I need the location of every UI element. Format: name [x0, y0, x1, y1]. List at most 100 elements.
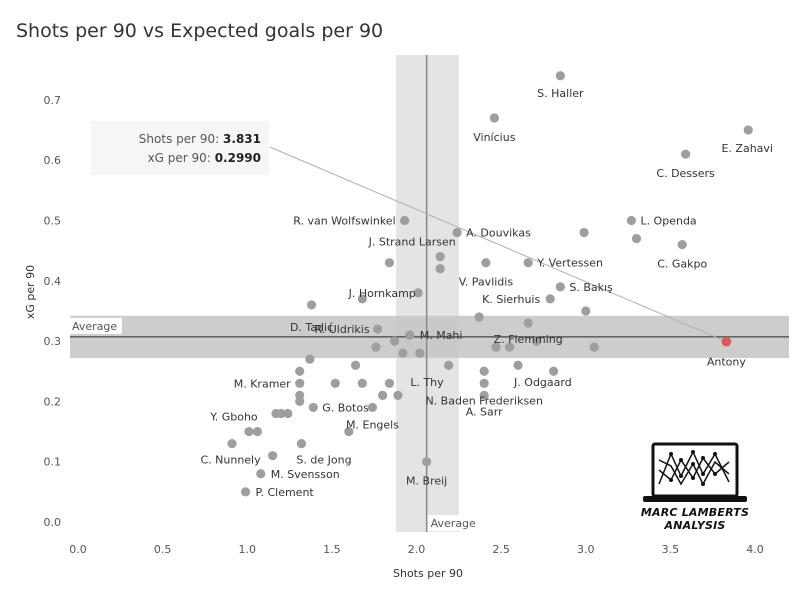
point-label: S. Bakış: [569, 281, 613, 294]
data-point: [523, 318, 533, 328]
data-point: [474, 312, 484, 322]
data-point: [631, 233, 642, 244]
tooltip: Shots per 90: 3.831 xG per 90: 0.2990: [91, 121, 269, 175]
point-label: M. Mahi: [420, 329, 463, 342]
data-point: [389, 336, 400, 346]
tooltip-shots-label: Shots per 90:: [138, 132, 220, 146]
data-point: [491, 342, 501, 352]
point-label: Z. Flemming: [494, 333, 563, 346]
x-average-label: Average: [431, 517, 476, 530]
data-point: [393, 390, 403, 400]
highlight-connector-line: [269, 146, 727, 343]
data-point: [256, 469, 266, 479]
y-axis-ticks: 0.0 0.1 0.2 0.3 0.4 0.5 0.6 0.7: [44, 94, 62, 529]
x-average-label-bg: [427, 515, 480, 531]
point-label: Y. Gboho: [209, 411, 258, 424]
y-average-label: Average: [72, 320, 117, 333]
data-point: [452, 227, 462, 238]
data-point: [405, 330, 415, 340]
data-point: [357, 294, 367, 304]
y-tick-label: 0.3: [44, 335, 62, 348]
data-point: [413, 288, 423, 298]
point-label: R. Uldrikis: [314, 323, 369, 336]
x-tick-label: 0.5: [154, 543, 172, 556]
data-points: [227, 71, 753, 497]
data-point: [306, 300, 317, 310]
data-point: [523, 258, 533, 268]
data-point: [435, 264, 445, 274]
data-point: [743, 125, 753, 135]
data-point: [240, 487, 251, 497]
data-point: [398, 348, 408, 358]
point-label: D. Tadić: [290, 321, 333, 334]
average-lines: Average Average: [70, 55, 789, 532]
data-point: [378, 390, 388, 400]
highlight-point: [721, 336, 732, 347]
point-labels: S. Haller Vinícius E. Zahavi C. Dessers R. v…: [200, 87, 772, 499]
x-axis-ticks: 0.0 0.5 1.0 1.5 2.0 2.5 3.0 3.5 4.0: [69, 543, 764, 556]
point-label: L. Thy: [410, 376, 444, 389]
point-label: P. Clement: [256, 486, 315, 499]
y-tick-label: 0.4: [44, 275, 62, 288]
data-point: [384, 378, 395, 388]
y-tick-label: 0.0: [44, 516, 62, 529]
logo: MARC LAMBERTS ANALYSIS: [615, 440, 775, 532]
point-label: S. Haller: [537, 87, 584, 100]
data-point: [276, 408, 286, 419]
point-label: J. Strand Larsen: [368, 236, 456, 249]
y-tick-label: 0.5: [44, 215, 62, 228]
data-point: [479, 366, 489, 376]
highlight-label: Antony: [707, 356, 747, 369]
data-point: [295, 366, 305, 376]
data-point: [295, 378, 305, 388]
data-point: [350, 360, 361, 370]
point-label: C. Nunnely: [200, 454, 261, 467]
data-point: [371, 342, 381, 352]
x-tick-label: 2.0: [408, 543, 426, 556]
data-point: [681, 149, 691, 159]
data-point: [305, 354, 315, 364]
point-label: J. Odgaard: [513, 376, 572, 389]
x-axis-title: Shots per 90: [393, 567, 463, 580]
x-tick-label: 2.5: [492, 543, 510, 556]
data-point: [489, 113, 499, 123]
data-point: [545, 294, 555, 304]
y-tick-label: 0.1: [44, 456, 62, 469]
point-label: J. Hornkamp: [348, 287, 416, 300]
y-tick-label: 0.6: [44, 154, 62, 167]
chart-title: Shots per 90 vs Expected goals per 90: [16, 20, 384, 42]
x-tick-label: 1.0: [239, 543, 257, 556]
data-point: [252, 426, 263, 437]
data-point: [548, 366, 559, 376]
data-point: [677, 240, 687, 250]
point-label: M. Kramer: [234, 377, 291, 390]
data-point: [422, 457, 432, 467]
data-point: [367, 402, 378, 413]
logo-text: MARC LAMBERTS ANALYSIS: [640, 506, 750, 532]
data-point: [344, 426, 354, 437]
tooltip-xg-value: 0.2990: [214, 151, 261, 165]
data-point: [579, 227, 589, 238]
y-average-label-bg: [70, 317, 122, 334]
data-point: [481, 258, 491, 268]
data-point: [283, 408, 293, 419]
x-average-band: [396, 55, 459, 532]
x-tick-label: 4.0: [746, 543, 764, 556]
point-label: S. de Jong: [296, 454, 351, 467]
data-point: [244, 426, 254, 437]
data-point: [415, 348, 425, 358]
data-point: [384, 258, 395, 268]
point-label: R. van Wolfswinkel: [293, 215, 395, 228]
point-label: C. Gakpo: [657, 258, 707, 271]
data-point: [330, 378, 340, 388]
point-label: Y. Vertessen: [536, 257, 603, 270]
point-label: K. Sierhuis: [482, 293, 540, 306]
y-axis-title: xG per 90: [24, 265, 37, 319]
data-point: [513, 360, 523, 370]
data-point: [555, 71, 565, 81]
point-label: M. Svensson: [271, 468, 340, 481]
tooltip-xg-label: xG per 90:: [147, 151, 211, 165]
x-tick-label: 3.0: [577, 543, 595, 556]
data-point: [444, 360, 454, 370]
point-label: G. Botos: [322, 401, 369, 414]
